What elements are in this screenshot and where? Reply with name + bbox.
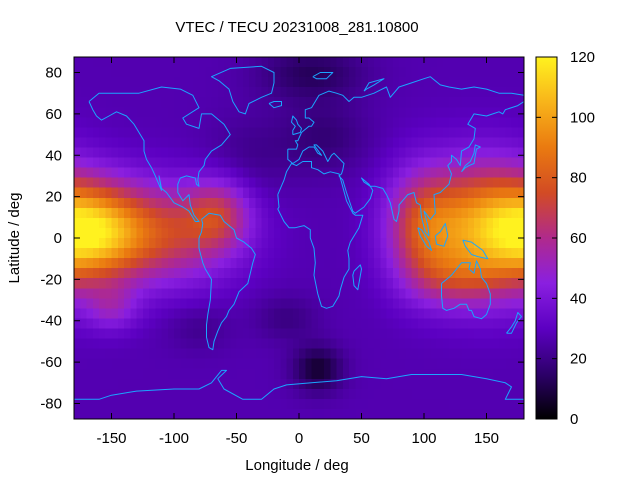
x-tick-label: 150 [474,430,499,447]
y-axis-ticks: 80 60 40 20 0 -20 -40 -60 -80 [40,65,524,412]
coastline-iceland [268,101,282,109]
chart-title: VTEC / TECU 20231008_281.10800 [175,19,418,36]
coastline-new-guinea [462,239,489,260]
coastline-africa [277,161,364,309]
y-tick-label: -80 [40,395,62,412]
coastline-japan [461,144,481,173]
x-tick-label: -100 [159,430,189,447]
colorbar-tick-label: 80 [570,170,587,187]
coastline-sumatra [417,227,432,251]
coastline-svalbard [312,72,334,80]
coastline-south-america [198,212,256,351]
coastline-new-zealand [506,312,522,334]
coastline-borneo [434,223,449,247]
colorbar-tick-label: 40 [570,290,587,307]
tec-heatmap [74,57,524,419]
y-tick-label: 40 [45,147,62,164]
y-tick-label: 0 [54,230,62,247]
x-axis-ticks: -150 -100 -50 0 50 100 150 [96,57,499,447]
y-tick-label: 20 [45,189,62,206]
y-tick-label: 80 [45,65,62,82]
colorbar-tick-label: 0 [570,411,578,428]
colorbar-ticks: 120 100 80 60 40 20 0 [536,49,595,428]
y-tick-label: -60 [40,354,62,371]
coastlines [74,65,524,400]
x-tick-label: 0 [295,430,303,447]
x-tick-label: 50 [353,430,370,447]
x-tick-label: -150 [96,430,126,447]
x-tick-label: -50 [226,430,248,447]
coastline-australia [441,260,491,320]
coastline-uk [291,115,302,136]
y-tick-label: 60 [45,106,62,123]
colorbar-tick-label: 60 [570,230,587,247]
y-tick-label: -20 [40,271,62,288]
x-tick-label: 100 [411,430,436,447]
y-tick-label: -40 [40,313,62,330]
coastline-madagascar [352,264,362,291]
coastline-greenland [211,65,275,115]
colorbar-tick-label: 120 [570,49,595,66]
colorbar-tick-label: 100 [570,109,595,126]
colorbar-tick-label: 20 [570,351,587,368]
x-axis-label: Longitude / deg [245,457,348,474]
coastline-north-america [88,86,231,222]
coastline-antarctica [74,369,524,400]
y-axis-label: Latitude / deg [6,193,23,284]
coastline-novaya-zemlya [363,78,385,92]
heatmap-layer [74,57,524,419]
